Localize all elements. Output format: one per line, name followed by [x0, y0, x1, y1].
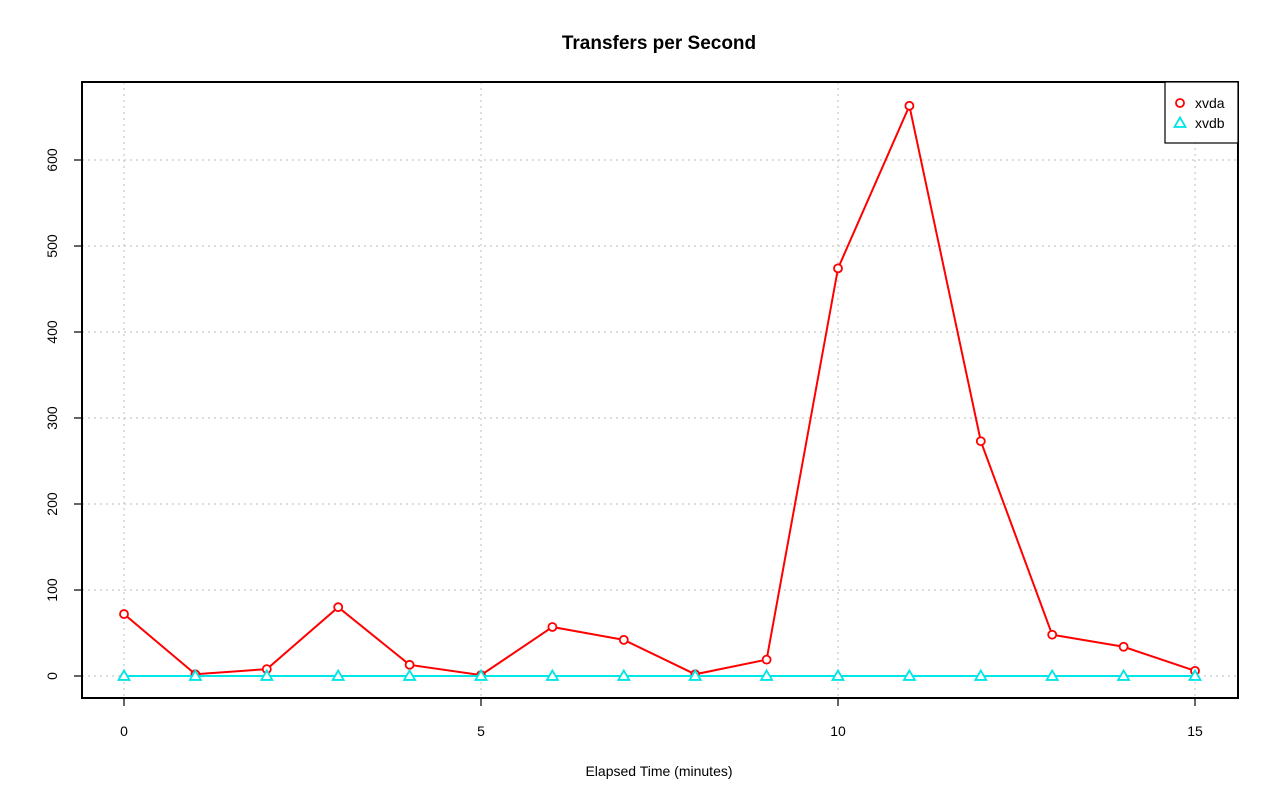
legend-marker-xvda: [1175, 98, 1185, 108]
data-point-xvdb: [473, 668, 489, 681]
data-point-xvdb: [545, 668, 560, 681]
x-axis-label: Elapsed Time (minutes): [585, 763, 732, 779]
data-point-xvdb: [331, 668, 346, 681]
y-tick-label: 100: [44, 578, 60, 602]
data-point-xvda: [833, 263, 843, 274]
y-tick-label: 300: [44, 406, 60, 430]
data-point-xvdb: [188, 668, 203, 681]
y-tick-label: 500: [44, 234, 60, 258]
data-point-xvdb: [759, 668, 774, 681]
data-point-xvda: [1047, 629, 1058, 640]
series-xvdb: [116, 668, 1203, 681]
data-point-xvdb: [902, 668, 917, 681]
x-axis: 0 5 10 15: [120, 697, 1203, 739]
x-tick-label: 10: [830, 723, 846, 739]
data-point-xvdb: [1187, 668, 1203, 681]
x-tick-label: 15: [1187, 723, 1203, 739]
data-point-xvdb: [973, 668, 988, 681]
data-point-xvdb: [830, 668, 846, 681]
legend-marker-xvdb: [1172, 115, 1188, 128]
data-point-xvda: [547, 622, 558, 632]
data-point-xvdb: [1116, 668, 1131, 681]
data-point-xvda: [761, 654, 772, 665]
data-point-xvdb: [688, 668, 703, 681]
chart-title: Transfers per Second: [562, 33, 756, 54]
y-tick-label: 200: [44, 492, 60, 516]
data-point-xvdb: [616, 668, 631, 681]
data-point-xvda: [404, 659, 415, 670]
series-line-xvda: [123, 102, 1196, 677]
data-point-xvdb: [259, 668, 274, 681]
data-point-xvdb: [116, 668, 132, 681]
legend: xvda xvdb: [1164, 81, 1239, 144]
data-point-xvdb: [1045, 668, 1060, 681]
data-point-xvda: [618, 634, 629, 645]
legend-label-xvda: xvda: [1195, 95, 1225, 111]
legend-box: [1164, 81, 1239, 144]
data-point-xvdb: [402, 668, 417, 681]
data-point-xvda: [904, 100, 915, 111]
x-tick-label: 0: [120, 723, 128, 739]
plot-frame: [81, 81, 1239, 699]
data-point-xvda: [975, 436, 986, 447]
legend-label-xvdb: xvdb: [1195, 115, 1225, 131]
series-xvda: [119, 100, 1200, 681]
y-axis: 0 100 200 300 400 500 600: [44, 148, 83, 680]
series-layer: [116, 100, 1203, 681]
grid: [82, 82, 1238, 698]
data-point-xvda: [119, 609, 129, 619]
x-tick-label: 5: [477, 723, 485, 739]
y-tick-label: 400: [44, 320, 60, 344]
y-tick-label: 0: [44, 672, 60, 680]
data-point-xvda: [1118, 641, 1129, 652]
y-tick-label: 600: [44, 148, 60, 172]
data-point-xvda: [333, 602, 344, 613]
